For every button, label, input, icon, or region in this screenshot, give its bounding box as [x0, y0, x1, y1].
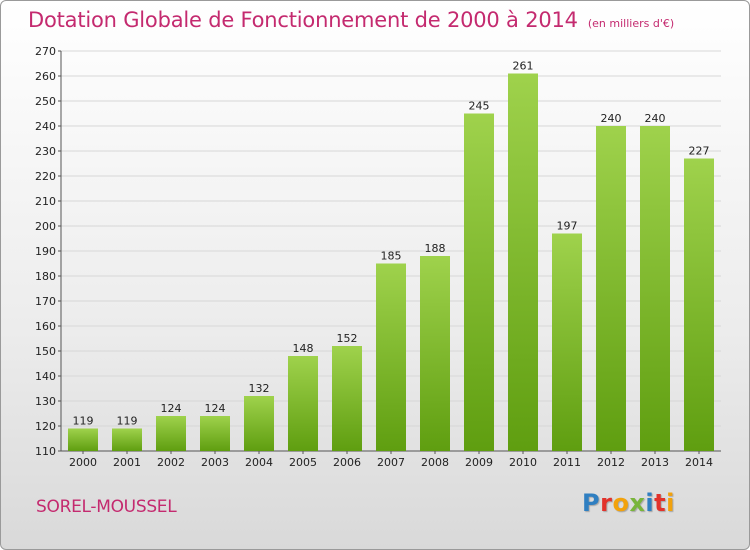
bars: [68, 73, 714, 451]
y-tick-label: 210: [35, 195, 56, 208]
x-tick-label: 2001: [113, 456, 141, 469]
x-tick-label: 2012: [597, 456, 625, 469]
x-tick-label: 2007: [377, 456, 405, 469]
y-tick-label: 140: [35, 370, 56, 383]
value-label: 148: [293, 342, 314, 355]
proxiti-logo[interactable]: Proxiti: [582, 489, 675, 517]
bar: [684, 158, 714, 451]
bar: [464, 113, 494, 451]
bar: [376, 263, 406, 451]
y-tick-label: 120: [35, 420, 56, 433]
x-tick-label: 2010: [509, 456, 537, 469]
logo-letter: o: [612, 489, 630, 517]
x-tick-label: 2002: [157, 456, 185, 469]
y-tick-label: 220: [35, 170, 56, 183]
value-label: 132: [249, 382, 270, 395]
y-tick-label: 180: [35, 270, 56, 283]
value-label: 119: [117, 415, 138, 428]
x-tick-label: 2008: [421, 456, 449, 469]
x-tick-label: 2011: [553, 456, 581, 469]
value-labels: 119 119 124 124 132 148 152 185 188 245 261 197 240 2…: [73, 60, 710, 428]
y-tick-label: 110: [35, 445, 56, 458]
value-label: 188: [425, 242, 446, 255]
x-tick-label: 2000: [69, 456, 97, 469]
y-tick-label: 260: [35, 70, 56, 83]
bar: [552, 233, 582, 451]
chart-title: Dotation Globale de Fonctionnement de 20…: [28, 8, 674, 32]
logo-letter: i: [666, 489, 675, 517]
y-tick-labels: 110 120 130 140 150 160 170 180 190 200 210 220 230 2…: [35, 45, 61, 458]
y-tick-label: 170: [35, 295, 56, 308]
x-tick-label: 2014: [685, 456, 713, 469]
y-tick-label: 150: [35, 345, 56, 358]
value-label: 124: [161, 402, 182, 415]
value-label: 227: [689, 145, 710, 158]
bar: [508, 73, 538, 451]
y-tick-label: 230: [35, 145, 56, 158]
y-tick-label: 130: [35, 395, 56, 408]
bar: [640, 126, 670, 451]
bar: [112, 428, 142, 451]
x-tick-labels: 2000 2001 2002 2003 2004 2005 2006 2007 2008 2009…: [69, 451, 713, 469]
x-tick-label: 2004: [245, 456, 273, 469]
bar: [288, 356, 318, 451]
bar: [156, 416, 186, 451]
y-tick-label: 190: [35, 245, 56, 258]
x-tick-label: 2013: [641, 456, 669, 469]
logo-letter: i: [645, 489, 655, 517]
value-label: 240: [645, 112, 666, 125]
x-tick-label: 2003: [201, 456, 229, 469]
value-label: 261: [513, 60, 534, 73]
y-tick-label: 250: [35, 95, 56, 108]
logo-letter: P: [582, 489, 601, 517]
value-label: 240: [601, 112, 622, 125]
x-tick-label: 2006: [333, 456, 361, 469]
x-tick-label: 2009: [465, 456, 493, 469]
logo-letter: x: [629, 489, 646, 517]
bar: [68, 428, 98, 451]
value-label: 185: [381, 250, 402, 263]
bar: [332, 346, 362, 451]
chart-subtitle: (en milliers d'€): [587, 17, 675, 30]
bar: [200, 416, 230, 451]
chart-title-text: Dotation Globale de Fonctionnement de 20…: [28, 8, 578, 32]
logo-letter: r: [600, 489, 613, 517]
y-tick-label: 200: [35, 220, 56, 233]
bar: [244, 396, 274, 451]
y-tick-label: 240: [35, 120, 56, 133]
value-label: 152: [337, 332, 358, 345]
value-label: 124: [205, 402, 226, 415]
value-label: 245: [469, 100, 490, 113]
commune-name: SOREL-MOUSSEL: [36, 497, 177, 517]
value-label: 197: [557, 220, 578, 233]
bar: [596, 126, 626, 451]
x-tick-label: 2005: [289, 456, 317, 469]
bar: [420, 256, 450, 451]
value-label: 119: [73, 415, 94, 428]
y-tick-label: 160: [35, 320, 56, 333]
y-tick-label: 270: [35, 45, 56, 58]
logo-letter: t: [654, 489, 667, 517]
